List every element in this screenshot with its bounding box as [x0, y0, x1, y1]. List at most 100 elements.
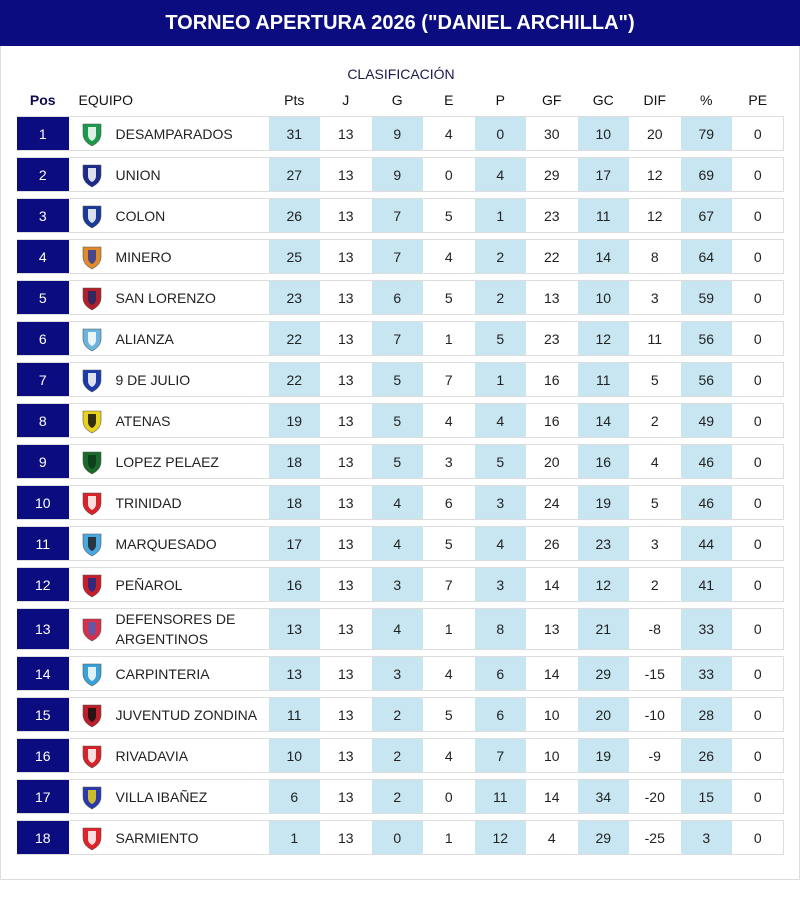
team-cell: MINERO	[69, 240, 269, 273]
goal-difference: -10	[644, 706, 665, 723]
position: 9	[17, 445, 69, 478]
goals-for: 13	[543, 621, 560, 637]
team-crest-icon	[82, 492, 101, 515]
goals-against: 29	[577, 657, 629, 690]
column-header-gc: GC	[592, 92, 614, 108]
position: 2	[17, 158, 69, 191]
team-name: SARMIENTO	[115, 829, 199, 846]
position: 14	[17, 657, 69, 690]
position: 12	[17, 568, 69, 601]
percentage: 59	[680, 281, 732, 314]
won: 7	[371, 322, 423, 355]
team-cell: ATENAS	[69, 404, 269, 437]
team-crest-icon	[82, 786, 101, 809]
table-row[interactable]: 17 VILLA IBAÑEZ 6 13 2 0 11 14 34 -20 15 0	[17, 779, 784, 814]
table-row[interactable]: 18 SARMIENTO 1 13 0 1 12 4 29 -25 3 0	[17, 820, 784, 855]
lost: 3	[474, 486, 526, 519]
table-row[interactable]: 13 DEFENSORES DE ARGENTINOS 13 13 4 1 8 13 21 -8…	[17, 608, 784, 650]
table-row[interactable]: 3 COLON 26 13 7 5 1 23 11 12 67 0	[17, 198, 784, 233]
percentage: 67	[680, 199, 732, 232]
goals-against: 17	[577, 158, 629, 191]
page-title: TORNEO APERTURA 2026 ("DANIEL ARCHILLA")	[0, 0, 800, 46]
penalty: 0	[753, 371, 762, 388]
team-cell: 9 DE JULIO	[69, 363, 269, 396]
table-row[interactable]: 8 ATENAS 19 13 5 4 4 16 14 2 49 0	[17, 403, 784, 438]
team-crest-icon	[82, 745, 101, 768]
lost: 0	[474, 117, 526, 150]
lost: 8	[474, 609, 526, 649]
goals-for: 14	[543, 788, 560, 805]
goals-for: 16	[543, 412, 560, 429]
team-crest-icon	[82, 369, 101, 392]
goals-against: 11	[577, 363, 629, 396]
goal-difference: -15	[644, 665, 665, 682]
points: 6	[268, 780, 320, 813]
table-row[interactable]: 12 PEÑAROL 16 13 3 7 3 14 12 2 41 0	[17, 567, 784, 602]
penalty: 0	[753, 412, 762, 429]
played: 13	[337, 289, 354, 306]
goals-against: 10	[577, 117, 629, 150]
played: 13	[337, 829, 354, 846]
points: 13	[268, 657, 320, 690]
standings-panel: CLASIFICACIÓN Pos EQUIPO Pts J G E P GF GC DIF% PE…	[0, 46, 800, 880]
points: 13	[268, 609, 320, 649]
played: 13	[337, 747, 354, 764]
table-row[interactable]: 15 JUVENTUD ZONDINA 11 13 2 5 6 10 20 -10 28 0	[17, 697, 784, 732]
table-row[interactable]: 1 DESAMPARADOS 31 13 9 4 0 30 10 20 79 0	[17, 116, 784, 151]
table-row[interactable]: 9 LOPEZ PELAEZ 18 13 5 3 5 20 16 4 46 0	[17, 444, 784, 479]
table-row[interactable]: 10 TRINIDAD 18 13 4 6 3 24 19 5 46 0	[17, 485, 784, 520]
goal-difference: 2	[650, 412, 659, 429]
points: 16	[268, 568, 320, 601]
table-row[interactable]: 6 ALIANZA 22 13 7 1 5 23 12 11 56 0	[17, 321, 784, 356]
table-row[interactable]: 2 UNION 27 13 9 0 4 29 17 12 69 0	[17, 157, 784, 192]
team-crest-icon	[82, 533, 101, 556]
drawn: 5	[444, 706, 453, 723]
column-header-j: J	[342, 92, 350, 108]
played: 13	[337, 453, 354, 470]
points: 26	[268, 199, 320, 232]
percentage: 26	[680, 739, 732, 772]
goals-for: 24	[543, 494, 560, 511]
table-row[interactable]: 14 CARPINTERIA 13 13 3 4 6 14 29 -15 33 0	[17, 656, 784, 691]
team-cell: SARMIENTO	[69, 821, 269, 854]
table-row[interactable]: 4 MINERO 25 13 7 4 2 22 14 8 64 0	[17, 239, 784, 274]
drawn: 4	[444, 125, 453, 142]
table-header: Pos EQUIPO Pts J G E P GF GC DIF% PE	[17, 92, 784, 110]
table-row[interactable]: 16 RIVADAVIA 10 13 2 4 7 10 19 -9 26 0	[17, 738, 784, 773]
goals-for: 13	[543, 289, 560, 306]
team-name: PEÑAROL	[115, 576, 183, 593]
goals-for: 14	[543, 576, 560, 593]
goal-difference: 11	[647, 330, 663, 347]
team-cell: COLON	[69, 199, 269, 232]
goals-against: 29	[577, 821, 629, 854]
penalty: 0	[753, 829, 762, 846]
goals-for: 29	[543, 166, 560, 183]
goals-for: 23	[543, 330, 560, 347]
goals-for: 26	[543, 535, 560, 552]
percentage: 28	[680, 698, 732, 731]
goal-difference: -8	[648, 621, 661, 637]
lost: 1	[474, 199, 526, 232]
won: 7	[371, 240, 423, 273]
played: 13	[337, 621, 354, 637]
won: 5	[371, 363, 423, 396]
table-row[interactable]: 11 MARQUESADO 17 13 4 5 4 26 23 3 44 0	[17, 526, 784, 561]
percentage: 33	[680, 657, 732, 690]
drawn: 3	[444, 453, 453, 470]
team-name: JUVENTUD ZONDINA	[115, 706, 258, 723]
position: 4	[17, 240, 69, 273]
position: 5	[17, 281, 69, 314]
lost: 1	[474, 363, 526, 396]
won: 3	[371, 568, 423, 601]
table-row[interactable]: 7 9 DE JULIO 22 13 5 7 1 16 11 5 56 0	[17, 362, 784, 397]
table-row[interactable]: 5 SAN LORENZO 23 13 6 5 2 13 10 3 59 0	[17, 280, 784, 315]
won: 4	[371, 609, 423, 649]
team-name: SAN LORENZO	[115, 289, 216, 306]
team-crest-icon	[82, 410, 101, 433]
lost: 6	[474, 657, 526, 690]
played: 13	[337, 125, 354, 142]
goals-for: 20	[543, 453, 560, 470]
goal-difference: 2	[650, 576, 659, 593]
team-crest-icon	[82, 618, 101, 642]
team-crest-icon	[82, 827, 101, 850]
